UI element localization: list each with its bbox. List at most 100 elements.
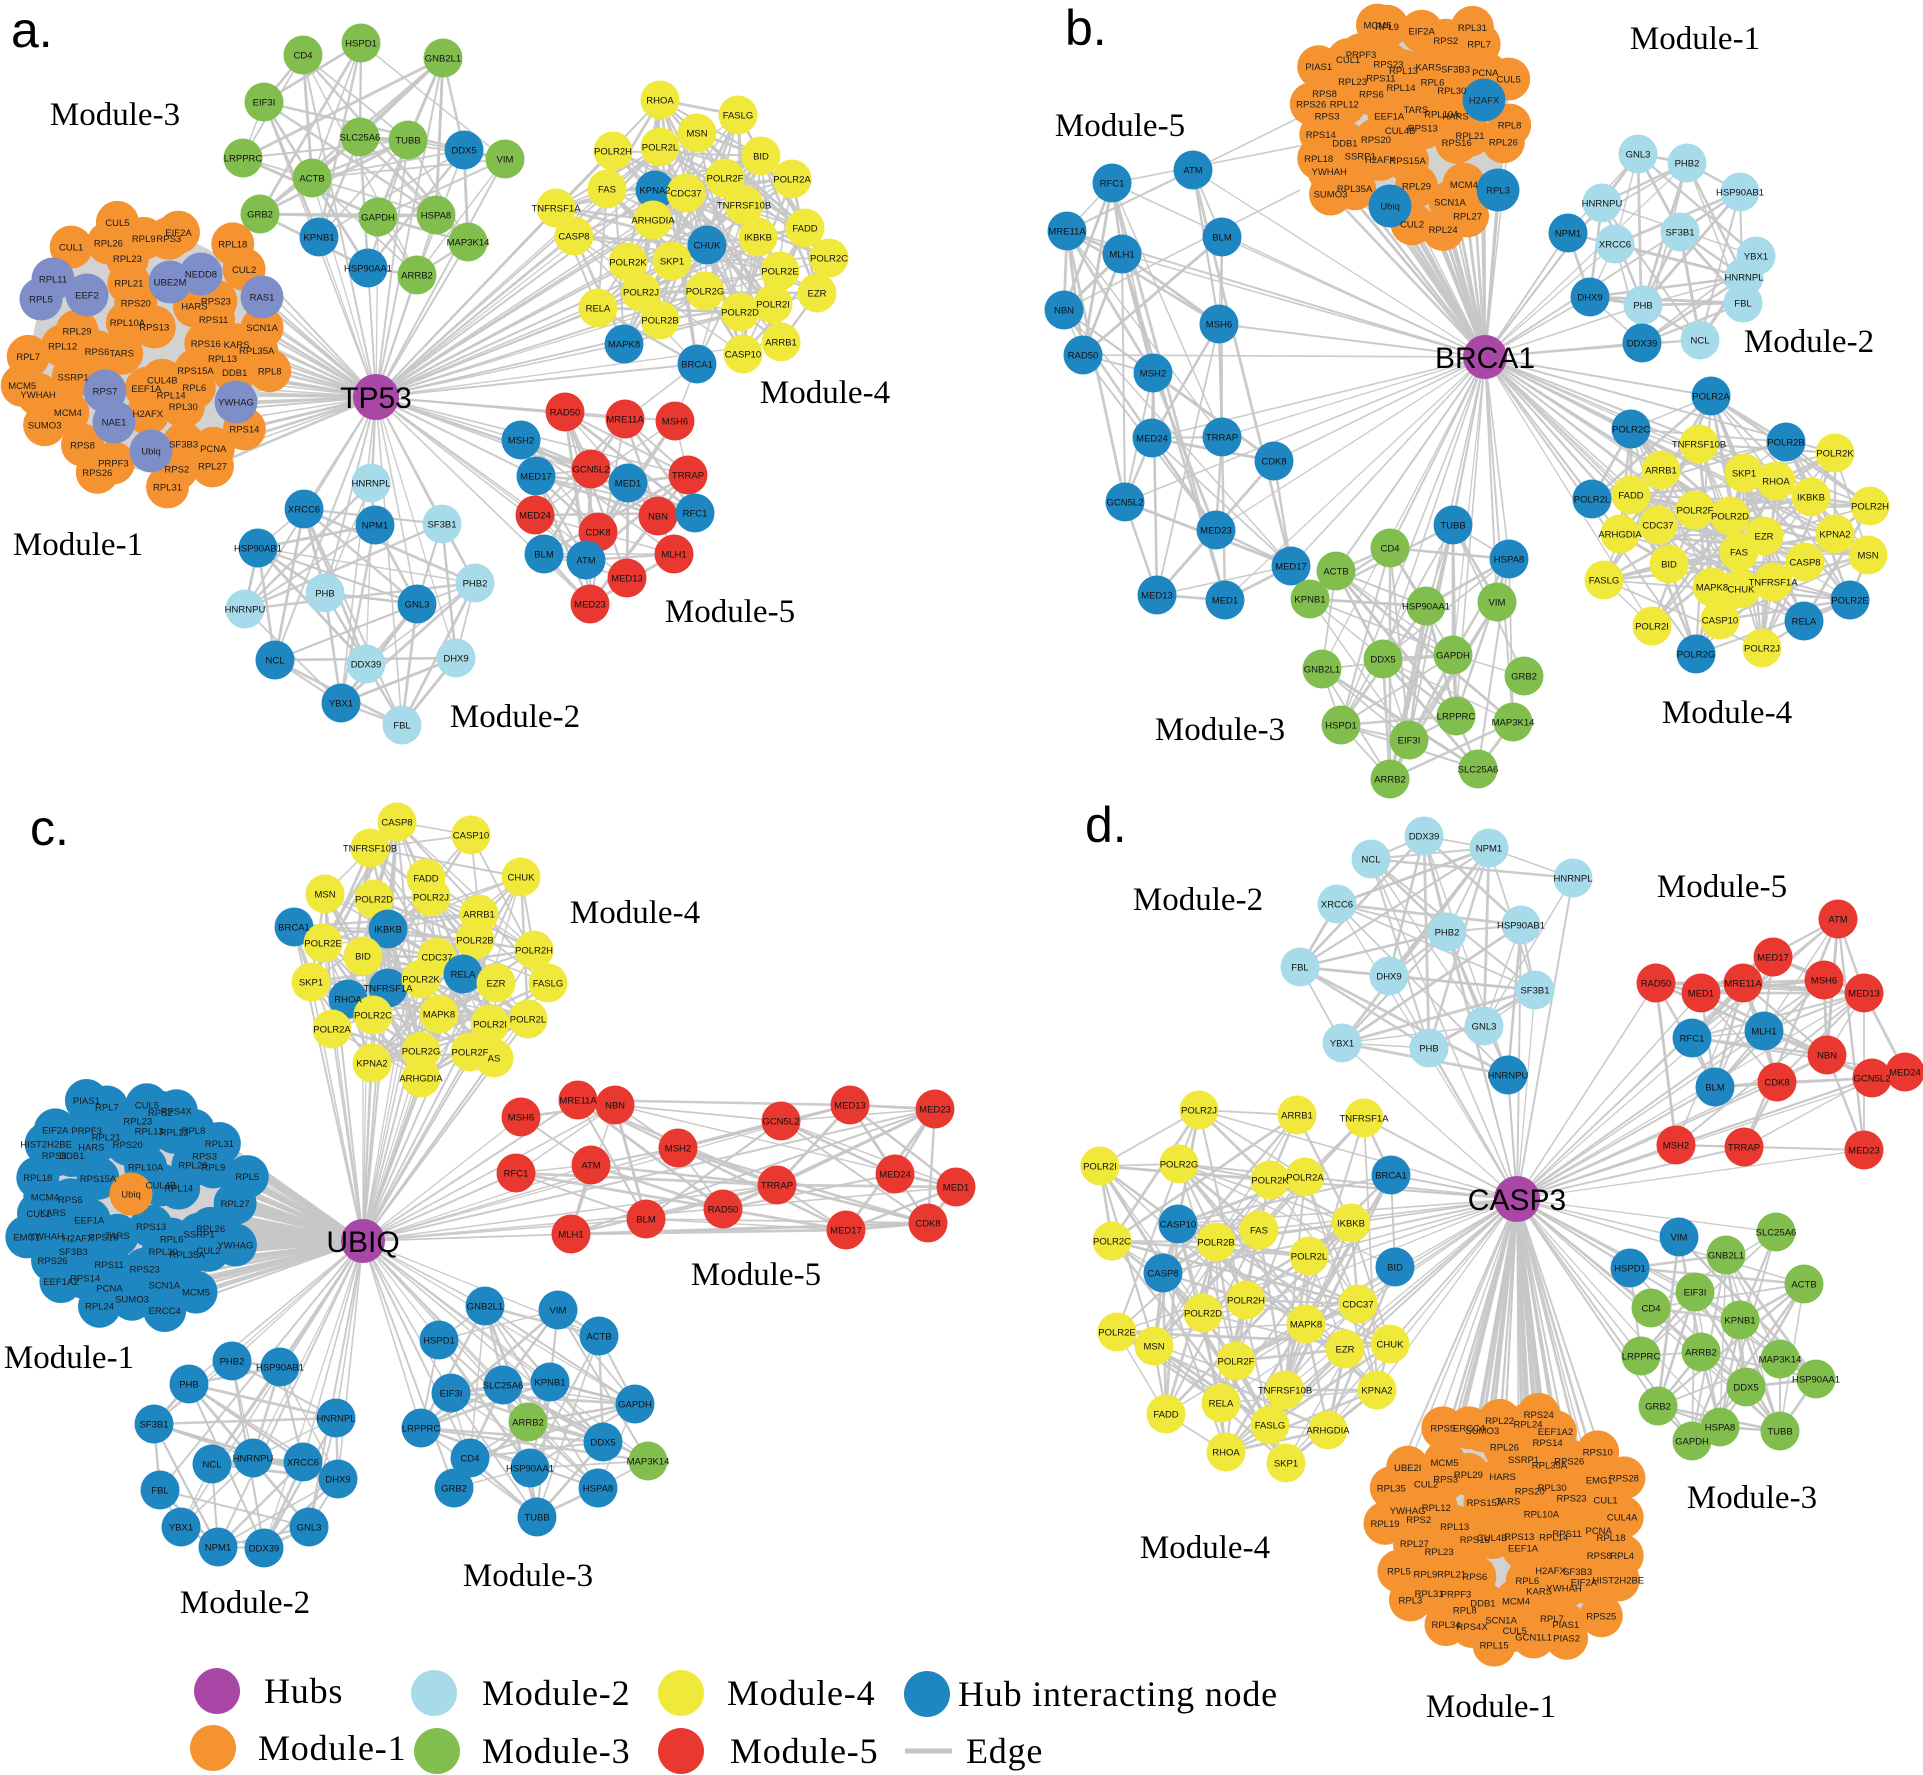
svg-text:FADD: FADD [413, 874, 438, 885]
svg-text:SF3B1: SF3B1 [1520, 986, 1549, 997]
svg-text:DDX5: DDX5 [1370, 655, 1395, 666]
svg-text:Module-5: Module-5 [730, 1731, 878, 1771]
svg-text:CDK8: CDK8 [915, 1219, 940, 1230]
svg-text:MAPK8: MAPK8 [608, 340, 640, 351]
svg-text:RPL18: RPL18 [1304, 154, 1333, 165]
svg-text:NEDD8: NEDD8 [185, 270, 217, 281]
svg-text:CHUK: CHUK [1377, 1340, 1405, 1351]
svg-text:GCN1L1: GCN1L1 [1515, 1633, 1552, 1644]
svg-text:HNRNPU: HNRNPU [1488, 1071, 1529, 1082]
svg-text:RPL30: RPL30 [1538, 1483, 1567, 1494]
svg-text:PHB2: PHB2 [1675, 159, 1700, 170]
svg-text:POLR2H: POLR2H [594, 147, 632, 158]
svg-text:GNL3: GNL3 [1626, 150, 1651, 161]
svg-text:RPL31: RPL31 [205, 1139, 234, 1150]
svg-text:RPS15A: RPS15A [1389, 156, 1426, 167]
svg-text:IKBKB: IKBKB [1797, 493, 1825, 504]
svg-text:POLR2K: POLR2K [402, 975, 440, 986]
svg-text:PRPF3: PRPF3 [98, 458, 129, 469]
svg-text:H2AFX: H2AFX [1365, 155, 1396, 166]
svg-text:Module-2: Module-2 [1744, 324, 1874, 360]
svg-text:EEF1A: EEF1A [74, 1215, 105, 1226]
svg-text:SSRP1: SSRP1 [1345, 151, 1376, 162]
svg-text:SKP1: SKP1 [1732, 469, 1756, 480]
svg-text:YWHAG: YWHAG [218, 398, 254, 409]
svg-text:TNFRSF10B: TNFRSF10B [1258, 1386, 1312, 1397]
svg-text:HARS: HARS [1442, 111, 1468, 122]
svg-text:RPS16: RPS16 [191, 339, 221, 350]
svg-text:FADD: FADD [792, 224, 817, 235]
svg-text:MCM4: MCM4 [1450, 180, 1478, 191]
svg-text:MLH1: MLH1 [1751, 1027, 1776, 1038]
svg-text:CUL1: CUL1 [26, 1209, 50, 1220]
svg-text:RPL4: RPL4 [1610, 1551, 1634, 1562]
svg-text:CUL2: CUL2 [196, 1246, 220, 1257]
svg-text:MED1: MED1 [943, 1183, 969, 1194]
svg-text:GRB2: GRB2 [1511, 672, 1537, 683]
svg-text:POLR2L: POLR2L [1291, 1252, 1327, 1263]
svg-text:Module-1: Module-1 [1630, 21, 1760, 57]
svg-text:CASP10: CASP10 [1702, 616, 1738, 627]
svg-text:RPL21: RPL21 [114, 279, 143, 290]
svg-text:POLR2C: POLR2C [1093, 1237, 1131, 1248]
svg-text:RAD50: RAD50 [708, 1205, 739, 1216]
svg-text:RHOA: RHOA [1762, 477, 1790, 488]
svg-text:EZR: EZR [1755, 532, 1774, 543]
svg-text:RPS14: RPS14 [1533, 1438, 1563, 1449]
svg-text:RPS8: RPS8 [70, 441, 95, 452]
svg-text:RPL30: RPL30 [1437, 86, 1466, 97]
svg-text:CUL4B: CUL4B [1477, 1533, 1508, 1544]
svg-text:MED17: MED17 [1275, 562, 1307, 573]
svg-text:POLR2B: POLR2B [641, 316, 679, 327]
svg-text:POLR2J: POLR2J [1744, 644, 1780, 655]
svg-text:SF3B3: SF3B3 [169, 439, 198, 450]
svg-text:DHX9: DHX9 [1376, 972, 1401, 983]
svg-text:RPL10A: RPL10A [1524, 1509, 1560, 1520]
svg-text:TNFRSF10B: TNFRSF10B [1672, 440, 1726, 451]
svg-text:RFC1: RFC1 [504, 1169, 529, 1180]
svg-text:GNB2L1: GNB2L1 [425, 54, 461, 65]
svg-text:RELA: RELA [451, 970, 476, 981]
svg-text:POLR2C: POLR2C [810, 254, 848, 265]
svg-text:CDC37: CDC37 [670, 189, 701, 200]
svg-text:POLR2E: POLR2E [1831, 596, 1869, 607]
svg-text:POLR2B: POLR2B [1767, 438, 1805, 449]
svg-text:Module-4: Module-4 [570, 895, 700, 931]
svg-text:HSPA8: HSPA8 [1494, 555, 1524, 566]
svg-text:LRPPRC: LRPPRC [402, 1424, 441, 1435]
svg-text:RPS11: RPS11 [1366, 74, 1395, 85]
svg-text:FASLG: FASLG [1255, 1421, 1286, 1432]
svg-text:FASLG: FASLG [723, 111, 754, 122]
svg-text:RPL35A: RPL35A [1337, 184, 1373, 195]
svg-text:RPS23: RPS23 [130, 1265, 160, 1276]
svg-text:DDX5: DDX5 [451, 146, 476, 157]
svg-text:ARRB1: ARRB1 [463, 910, 495, 921]
svg-text:RPL9: RPL9 [1375, 22, 1399, 33]
svg-text:SCN1A: SCN1A [1485, 1616, 1517, 1627]
svg-text:TNFRSF10B: TNFRSF10B [717, 201, 771, 212]
svg-text:CD4: CD4 [1641, 1304, 1660, 1315]
svg-text:DDB1: DDB1 [1332, 138, 1357, 149]
svg-text:a.: a. [11, 2, 53, 58]
svg-text:TUBB: TUBB [395, 136, 420, 147]
svg-text:SCN1A: SCN1A [1434, 198, 1466, 209]
svg-text:CUL5: CUL5 [105, 218, 129, 229]
svg-text:POLR2I: POLR2I [756, 300, 790, 311]
svg-text:Module-2: Module-2 [180, 1585, 310, 1621]
svg-text:MRE11A: MRE11A [606, 415, 644, 426]
svg-text:ACTB: ACTB [586, 1332, 611, 1343]
svg-text:MED17: MED17 [1757, 953, 1789, 964]
svg-text:CUL5: CUL5 [135, 1100, 159, 1111]
svg-text:IKBKB: IKBKB [1337, 1219, 1365, 1230]
svg-text:MED13: MED13 [611, 574, 643, 585]
svg-text:MSH6: MSH6 [1811, 976, 1837, 987]
svg-text:RPS20: RPS20 [113, 1140, 143, 1151]
svg-text:RPL13: RPL13 [1440, 1522, 1469, 1533]
svg-text:RPL6: RPL6 [182, 383, 206, 394]
svg-text:SF3B1: SF3B1 [1665, 228, 1694, 239]
svg-text:RPS14: RPS14 [1306, 130, 1336, 141]
svg-text:RFC1: RFC1 [1680, 1034, 1705, 1045]
svg-text:POLR2C: POLR2C [1612, 425, 1650, 436]
svg-text:RPL12: RPL12 [1422, 1503, 1451, 1514]
svg-text:MED1: MED1 [615, 479, 641, 490]
